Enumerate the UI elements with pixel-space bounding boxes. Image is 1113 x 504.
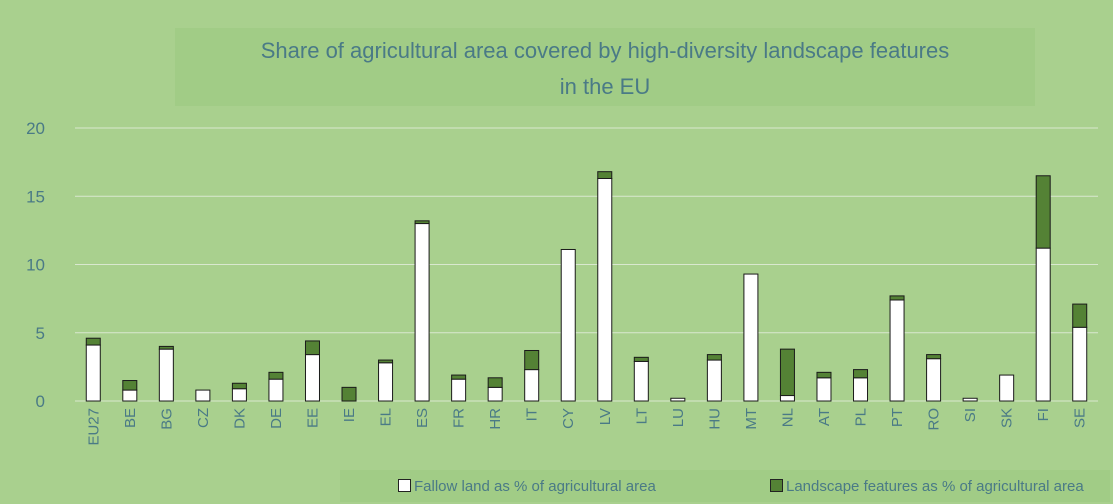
bar-HU-landscape [706,354,722,361]
x-tick-label-DK: DK [231,408,248,429]
bar-AT-landscape [816,371,832,379]
bar-NL-fallow [779,395,795,402]
y-tick-label-0: 0 [36,392,45,411]
bar-BE-landscape [122,380,138,391]
x-tick-label-EE: EE [304,408,321,428]
legend-label-fallow: Fallow land as % of agricultural area [414,478,656,495]
bar-BE-fallow [122,389,138,402]
bar-HU-fallow [706,359,722,402]
bar-SE-fallow [1072,326,1088,402]
bar-FI-landscape [1035,175,1051,249]
bar-PL-fallow [853,377,869,402]
x-tick-label-NL: NL [779,408,796,427]
bar-EU27-fallow [85,344,101,402]
bar-NL-landscape [779,348,795,397]
y-tick-label-5: 5 [36,324,45,343]
x-tick-label-EL: EL [378,408,395,426]
chart-title-box: Share of agricultural area covered by hi… [175,28,1035,106]
bar-DE-fallow [268,378,284,402]
bar-EE-landscape [304,340,320,356]
x-tick-label-DE: DE [268,408,285,429]
x-tick-label-FR: FR [451,408,468,428]
bar-RO-landscape [926,354,942,360]
legend-swatch-fallow [398,479,411,492]
bar-BG-fallow [158,348,174,402]
legend-item-fallow: Fallow land as % of agricultural area [398,478,656,495]
x-tick-label-LU: LU [670,408,687,427]
bar-DK-landscape [231,382,247,390]
bar-SI-fallow [962,397,978,402]
bar-CZ-fallow [195,389,211,402]
x-tick-label-HR: HR [487,408,504,430]
x-tick-label-LV: LV [597,408,614,425]
x-tick-label-PT: PT [889,408,906,427]
bar-LV-landscape [597,171,613,180]
bar-LT-landscape [633,356,649,362]
bar-AT-fallow [816,377,832,402]
x-tick-label-SE: SE [1072,408,1089,428]
bar-CY-fallow [560,248,576,402]
x-tick-label-SK: SK [999,408,1016,428]
bar-PT-landscape [889,295,905,301]
chart-title-line-1: Share of agricultural area covered by hi… [260,38,950,63]
bar-FR-fallow [451,378,467,402]
bar-HR-fallow [487,386,503,402]
x-tick-label-BG: BG [158,408,175,430]
x-tick-label-AT: AT [816,408,833,426]
bar-LU-fallow [670,397,686,402]
x-tick-label-HU: HU [706,408,723,430]
bar-SE-landscape [1072,303,1088,328]
x-tick-label-SI: SI [962,408,979,422]
x-tick-label-PL: PL [853,408,870,426]
bar-IT-fallow [524,369,540,402]
x-tick-label-LT: LT [633,408,650,424]
bar-RO-fallow [926,358,942,402]
bar-FR-landscape [451,374,467,380]
bar-EL-fallow [378,362,394,402]
bar-EU27-landscape [85,337,101,346]
bar-LT-fallow [633,360,649,402]
x-tick-label-MT: MT [743,408,760,430]
legend-label-landscape: Landscape features as % of agricultural … [786,478,1084,495]
bar-IE-landscape [341,386,357,402]
x-tick-label-RO: RO [926,408,943,431]
bar-BG-landscape [158,345,174,350]
bar-IT-landscape [524,349,540,371]
bar-DK-fallow [231,388,247,402]
bar-SK-fallow [999,374,1015,402]
y-tick-label-15: 15 [26,187,45,206]
bar-DE-landscape [268,371,284,380]
x-tick-label-IE: IE [341,408,358,422]
chart-legend: Fallow land as % of agricultural area La… [340,470,1110,502]
x-tick-label-FI: FI [1035,408,1052,421]
x-tick-label-ES: ES [414,408,431,428]
chart-title-line-2: in the EU [559,74,651,99]
x-tick-label-IT: IT [524,408,541,421]
x-tick-label-BE: BE [122,408,139,428]
bar-PT-fallow [889,299,905,402]
bar-MT-fallow [743,273,759,402]
bar-PL-landscape [853,369,869,379]
bar-EE-fallow [304,354,320,402]
bar-HR-landscape [487,377,503,388]
x-tick-label-EU27: EU27 [85,408,102,446]
bar-LV-fallow [597,178,613,402]
legend-item-landscape: Landscape features as % of agricultural … [770,478,1084,495]
bar-ES-landscape [414,220,430,225]
y-tick-label-10: 10 [26,256,45,275]
y-tick-label-20: 20 [26,119,45,138]
x-tick-label-CY: CY [560,408,577,429]
x-tick-label-CZ: CZ [195,408,212,428]
bar-EL-landscape [378,359,394,364]
bar-FI-fallow [1035,247,1051,402]
legend-swatch-landscape [770,479,783,492]
bar-ES-fallow [414,223,430,402]
